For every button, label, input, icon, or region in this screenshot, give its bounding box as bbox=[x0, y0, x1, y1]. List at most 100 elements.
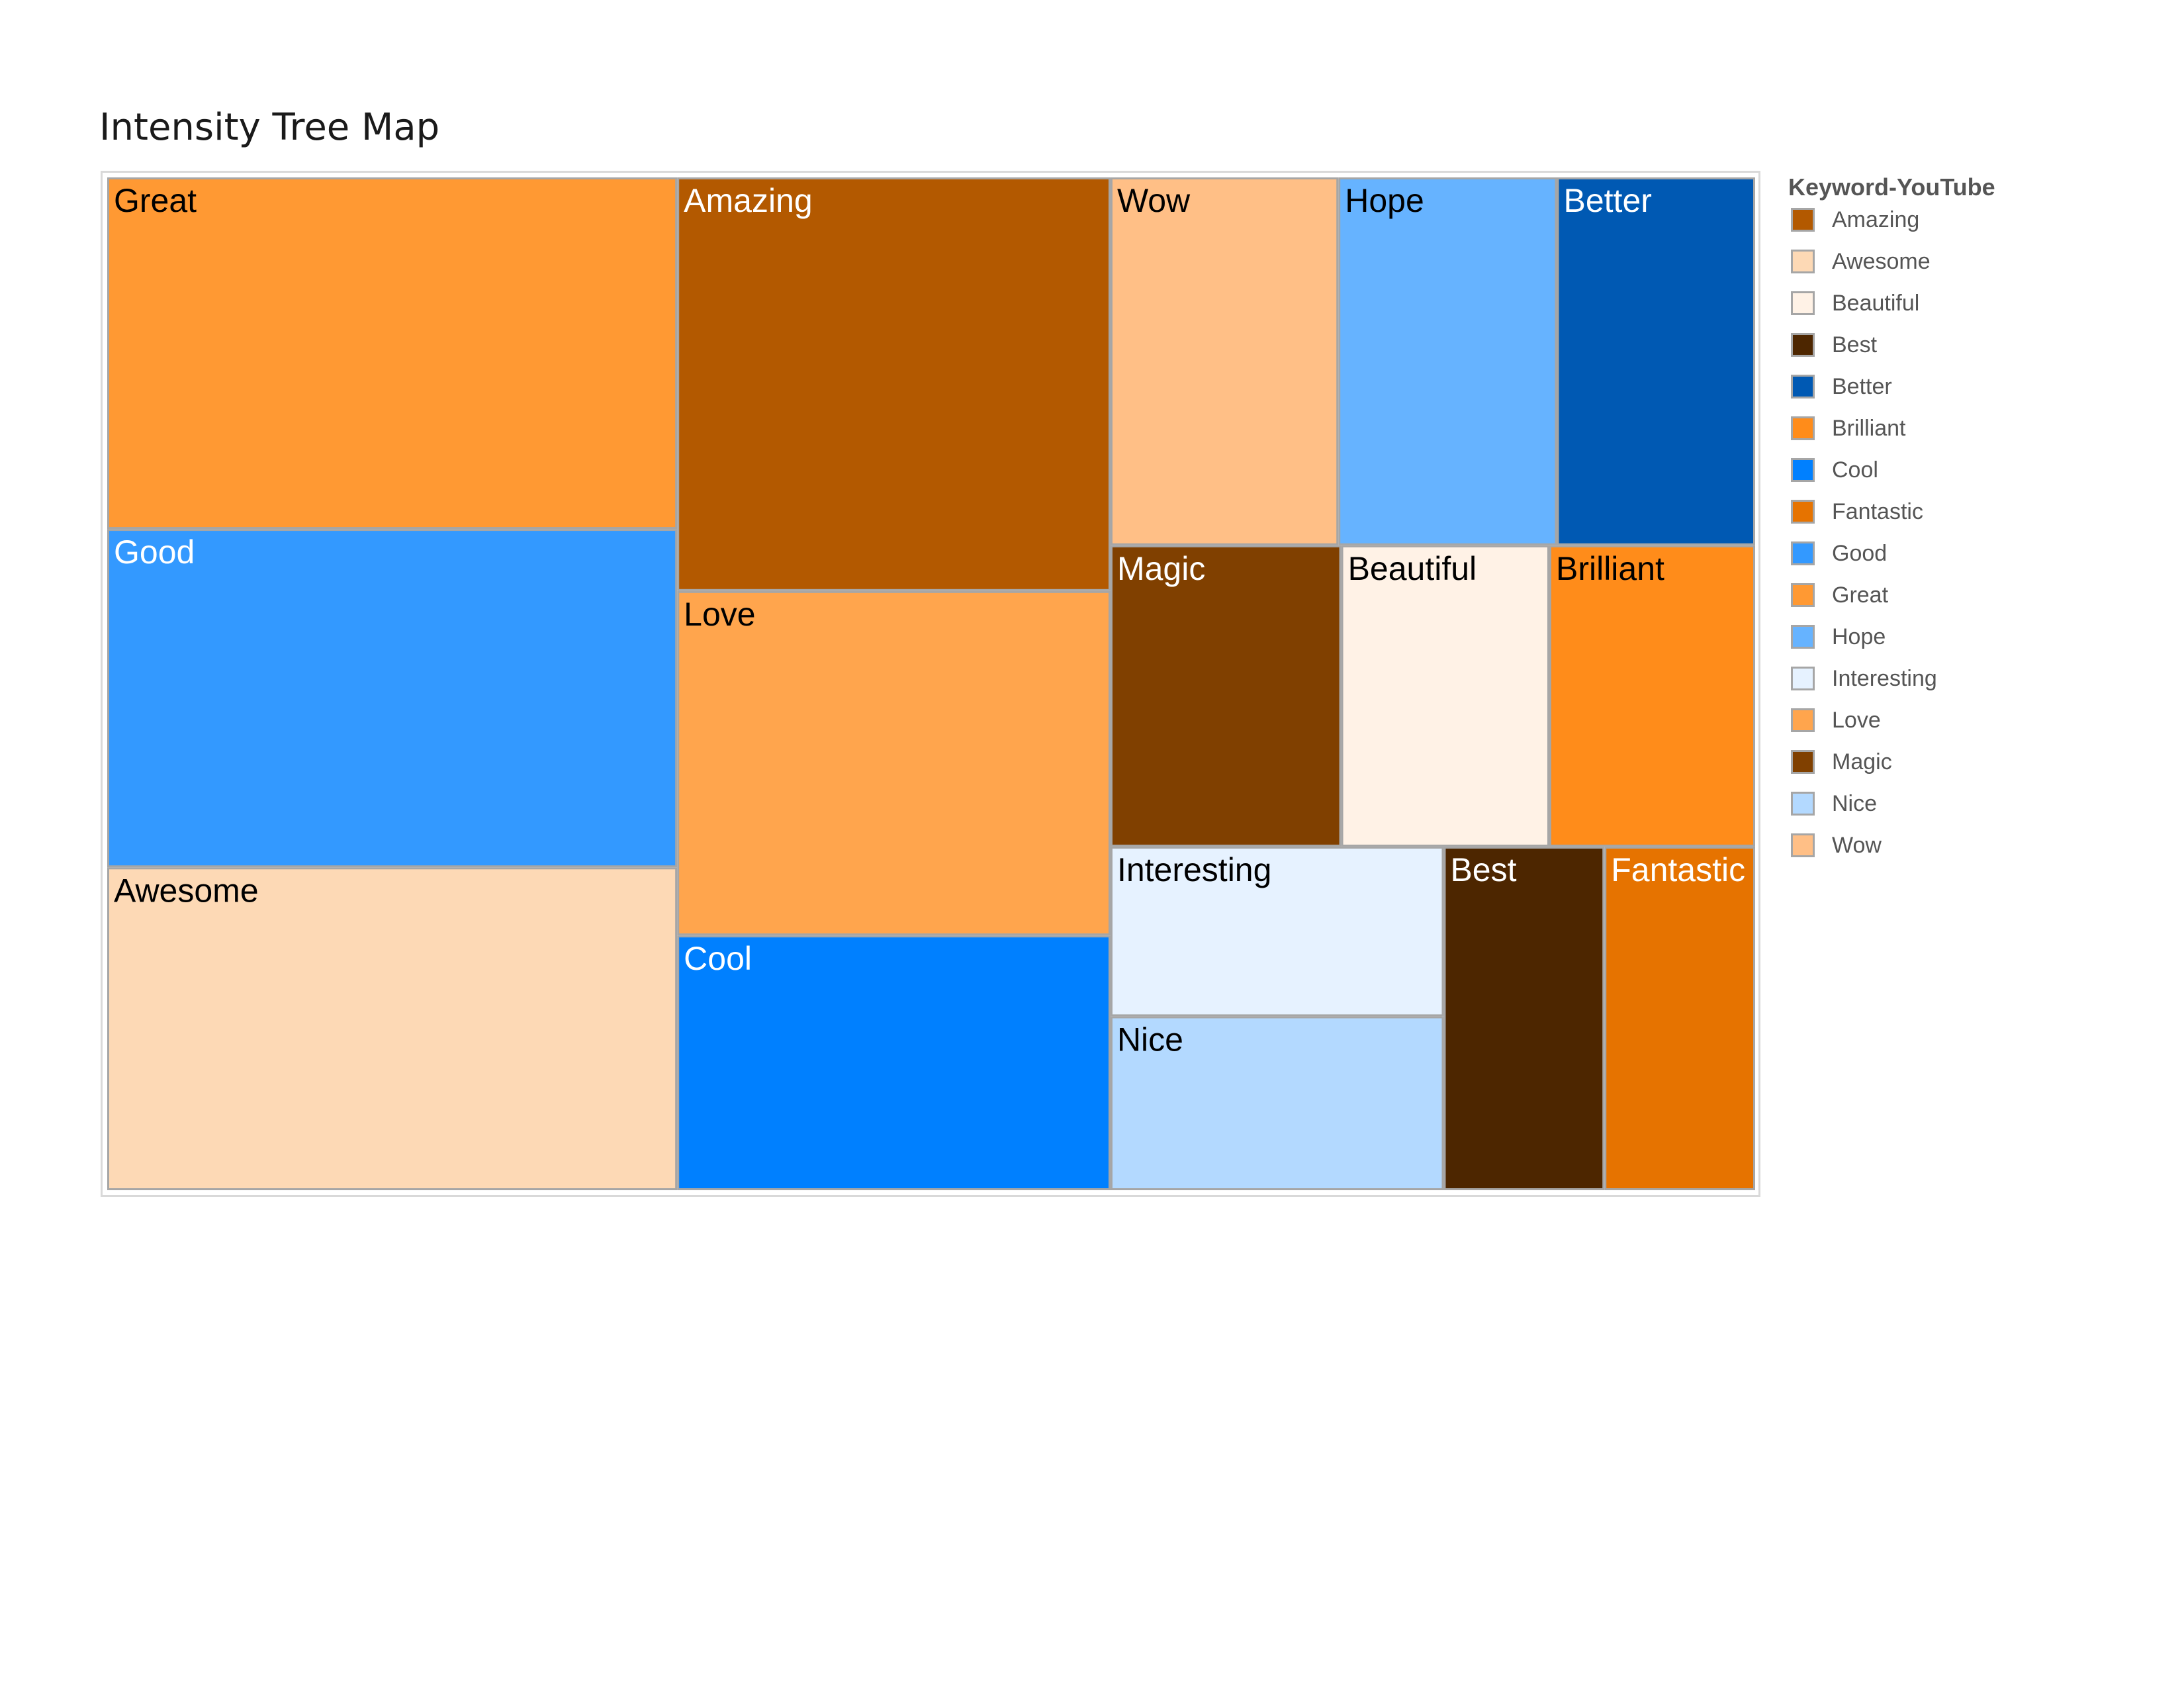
legend-label-wow: Wow bbox=[1832, 833, 1882, 858]
treemap-tile-label-wow: Wow bbox=[1117, 182, 1191, 219]
legend-label-cool: Cool bbox=[1832, 457, 1878, 483]
treemap-tile-interesting[interactable]: Interesting bbox=[1110, 846, 1444, 1017]
treemap-tile-label-fantastic: Fantastic bbox=[1611, 851, 1745, 888]
legend-label-brilliant: Brilliant bbox=[1832, 416, 1906, 441]
treemap-tile-label-love: Love bbox=[684, 596, 755, 633]
legend-item-good[interactable]: Good bbox=[1790, 540, 2160, 582]
legend-item-best[interactable]: Best bbox=[1790, 332, 2160, 373]
legend-item-cool[interactable]: Cool bbox=[1790, 457, 2160, 498]
legend-label-magic: Magic bbox=[1832, 749, 1892, 774]
treemap-tile-best[interactable]: Best bbox=[1443, 846, 1605, 1190]
legend-swatch-wow bbox=[1791, 833, 1815, 857]
treemap-tile-label-awesome: Awesome bbox=[114, 872, 259, 909]
legend-label-nice: Nice bbox=[1832, 791, 1878, 816]
legend-item-interesting[interactable]: Interesting bbox=[1790, 665, 2160, 707]
legend-swatch-great bbox=[1791, 583, 1815, 607]
legend-swatch-brilliant bbox=[1791, 416, 1815, 440]
legend-swatch-best bbox=[1791, 333, 1815, 357]
treemap-tile-rect-interesting[interactable] bbox=[1110, 846, 1444, 1017]
legend-swatch-fantastic bbox=[1791, 500, 1815, 524]
legend-swatch-hope bbox=[1791, 625, 1815, 649]
treemap-tile-label-hope: Hope bbox=[1345, 182, 1424, 219]
legend-item-amazing[interactable]: Amazing bbox=[1790, 207, 2160, 248]
legend: Amazing Awesome Beautiful Best Better Brillia… bbox=[1790, 207, 2160, 874]
treemap-tile-label-beautiful: Beautiful bbox=[1348, 550, 1477, 587]
treemap-tile-label-brilliant: Brilliant bbox=[1556, 550, 1664, 587]
treemap-tile-rect-great[interactable] bbox=[107, 177, 678, 530]
legend-item-beautiful[interactable]: Beautiful bbox=[1790, 290, 2160, 332]
legend-swatch-amazing bbox=[1791, 208, 1815, 232]
treemap-tile-cool[interactable]: Cool bbox=[677, 935, 1111, 1190]
treemap-tile-magic[interactable]: Magic bbox=[1110, 545, 1342, 847]
treemap-tile-rect-good[interactable] bbox=[107, 529, 678, 868]
legend-swatch-interesting bbox=[1791, 667, 1815, 690]
chart-title: Intensity Tree Map bbox=[99, 106, 440, 149]
treemap-tile-rect-awesome[interactable] bbox=[107, 867, 678, 1190]
legend-item-hope[interactable]: Hope bbox=[1790, 624, 2160, 665]
treemap-tile-nice[interactable]: Nice bbox=[1110, 1016, 1444, 1190]
treemap-tile-label-nice: Nice bbox=[1117, 1021, 1183, 1058]
treemap-tile-label-better: Better bbox=[1564, 182, 1652, 219]
legend-swatch-nice bbox=[1791, 792, 1815, 816]
treemap-tile-label-great: Great bbox=[114, 182, 197, 219]
legend-title: Keyword-YouTube bbox=[1788, 173, 1995, 201]
treemap-tile-rect-magic[interactable] bbox=[1110, 545, 1342, 847]
legend-label-amazing: Amazing bbox=[1832, 207, 1920, 232]
treemap-tile-rect-cool[interactable] bbox=[677, 935, 1111, 1190]
treemap-tile-great[interactable]: Great bbox=[107, 177, 678, 530]
treemap-tile-rect-brilliant[interactable] bbox=[1549, 545, 1755, 847]
legend-label-awesome: Awesome bbox=[1832, 249, 1931, 274]
legend-item-magic[interactable]: Magic bbox=[1790, 749, 2160, 790]
treemap-tile-good[interactable]: Good bbox=[107, 529, 678, 868]
legend-label-hope: Hope bbox=[1832, 624, 1886, 649]
legend-swatch-better bbox=[1791, 375, 1815, 399]
treemap-tile-rect-best[interactable] bbox=[1443, 846, 1605, 1190]
legend-item-wow[interactable]: Wow bbox=[1790, 832, 2160, 874]
legend-swatch-beautiful bbox=[1791, 291, 1815, 315]
treemap-tile-better[interactable]: Better bbox=[1557, 177, 1755, 545]
legend-item-love[interactable]: Love bbox=[1790, 707, 2160, 749]
legend-swatch-love bbox=[1791, 708, 1815, 732]
treemap-tile-label-magic: Magic bbox=[1117, 550, 1205, 587]
legend-swatch-awesome bbox=[1791, 250, 1815, 273]
legend-label-great: Great bbox=[1832, 583, 1889, 608]
legend-item-awesome[interactable]: Awesome bbox=[1790, 248, 2160, 290]
treemap-tile-fantastic[interactable]: Fantastic bbox=[1604, 846, 1755, 1190]
legend-label-better: Better bbox=[1832, 374, 1892, 399]
treemap-tile-label-good: Good bbox=[114, 534, 195, 571]
legend-item-brilliant[interactable]: Brilliant bbox=[1790, 415, 2160, 457]
treemap-tile-label-amazing: Amazing bbox=[684, 182, 813, 219]
legend-label-good: Good bbox=[1832, 541, 1888, 566]
treemap-chart: Great Good Awesome Amazing Love Cool Wow Hope Be… bbox=[107, 177, 1755, 1190]
treemap-tile-rect-fantastic[interactable] bbox=[1604, 846, 1755, 1190]
legend-label-beautiful: Beautiful bbox=[1832, 291, 1920, 316]
treemap-tile-label-interesting: Interesting bbox=[1117, 851, 1271, 888]
treemap-tile-awesome[interactable]: Awesome bbox=[107, 867, 678, 1190]
treemap-tile-rect-love[interactable] bbox=[677, 590, 1111, 936]
legend-item-great[interactable]: Great bbox=[1790, 582, 2160, 624]
treemap-tile-love[interactable]: Love bbox=[677, 590, 1111, 936]
treemap-tile-rect-wow[interactable] bbox=[1110, 177, 1339, 545]
treemap-tile-beautiful[interactable]: Beautiful bbox=[1341, 545, 1549, 847]
legend-label-interesting: Interesting bbox=[1832, 666, 1937, 691]
legend-item-fantastic[interactable]: Fantastic bbox=[1790, 498, 2160, 540]
treemap-tile-rect-hope[interactable] bbox=[1338, 177, 1557, 545]
legend-item-better[interactable]: Better bbox=[1790, 373, 2160, 415]
treemap-tile-rect-amazing[interactable] bbox=[677, 177, 1111, 591]
treemap-tile-wow[interactable]: Wow bbox=[1110, 177, 1339, 545]
legend-swatch-cool bbox=[1791, 458, 1815, 482]
legend-swatch-magic bbox=[1791, 750, 1815, 774]
treemap-tile-label-cool: Cool bbox=[684, 940, 752, 977]
treemap-tile-rect-nice[interactable] bbox=[1110, 1016, 1444, 1190]
legend-item-nice[interactable]: Nice bbox=[1790, 790, 2160, 832]
treemap-tile-label-best: Best bbox=[1450, 851, 1516, 888]
treemap-tile-brilliant[interactable]: Brilliant bbox=[1549, 545, 1755, 847]
legend-label-best: Best bbox=[1832, 332, 1878, 357]
treemap-tile-rect-beautiful[interactable] bbox=[1341, 545, 1549, 847]
legend-label-fantastic: Fantastic bbox=[1832, 499, 1923, 524]
legend-swatch-good bbox=[1791, 541, 1815, 565]
treemap-tile-rect-better[interactable] bbox=[1557, 177, 1755, 545]
treemap-tile-amazing[interactable]: Amazing bbox=[677, 177, 1111, 591]
legend-label-love: Love bbox=[1832, 708, 1881, 733]
treemap-tile-hope[interactable]: Hope bbox=[1338, 177, 1557, 545]
